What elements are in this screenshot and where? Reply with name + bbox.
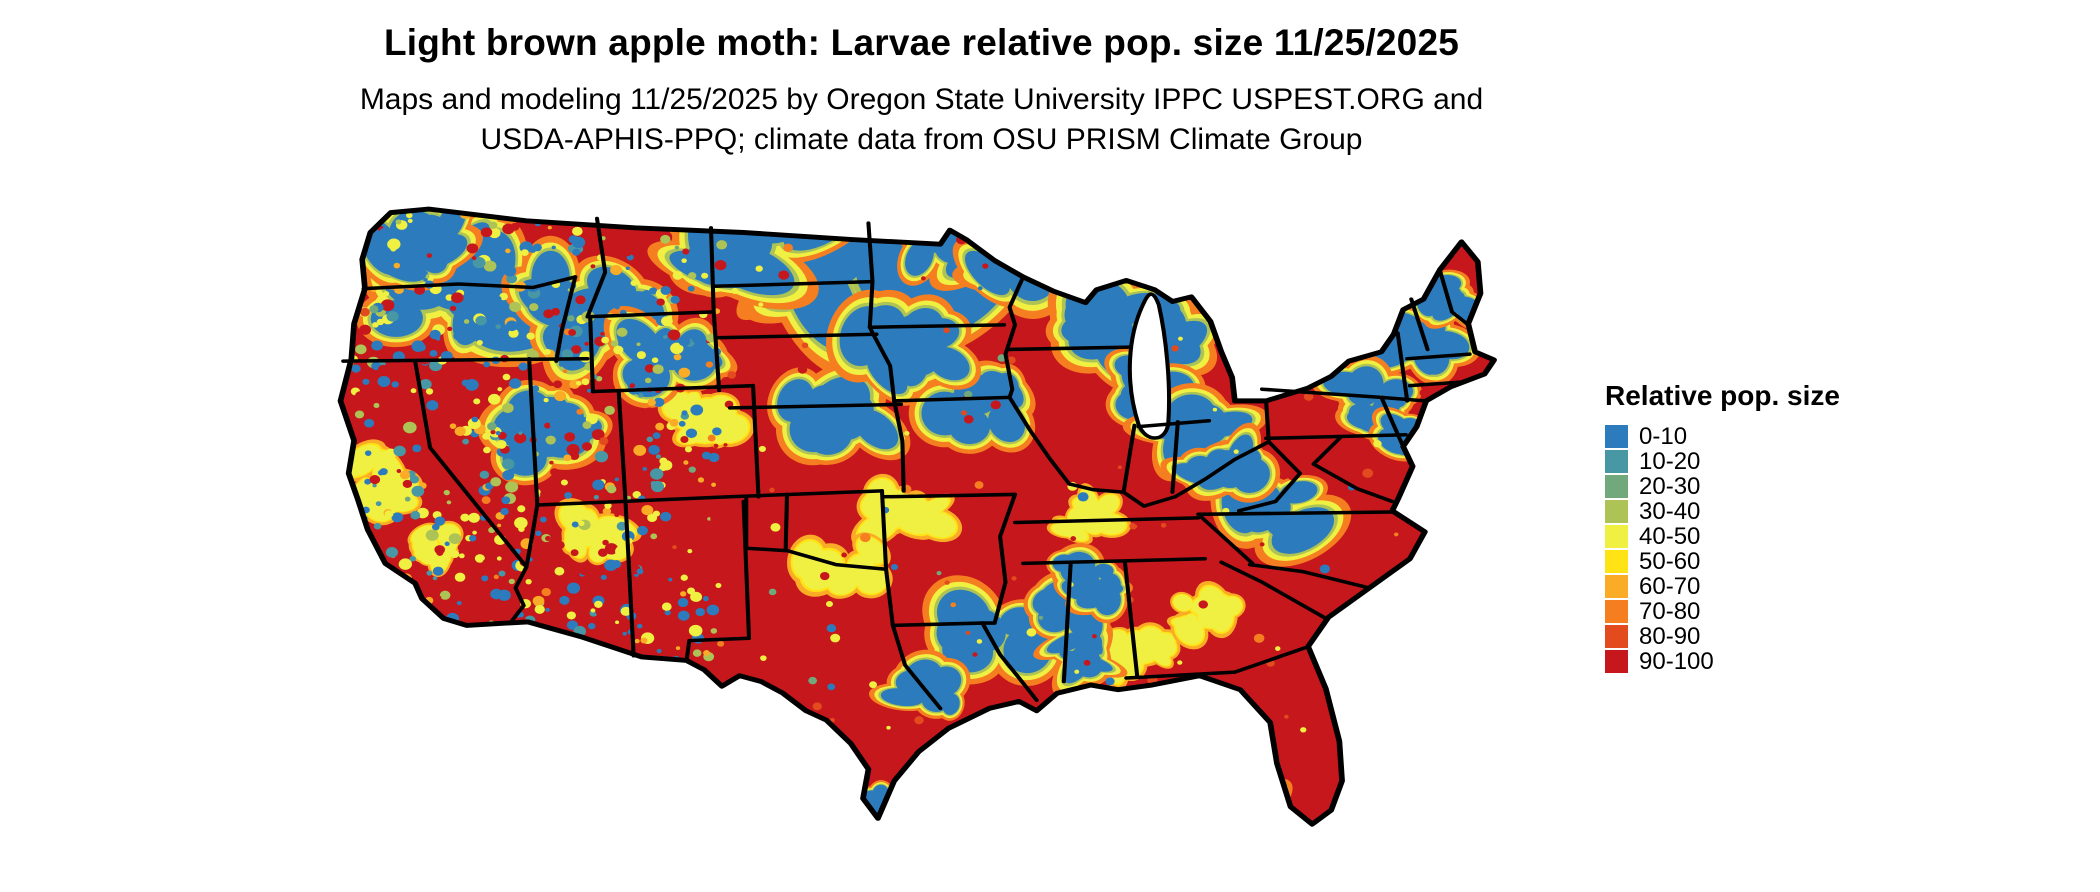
legend-color-swatch [1605, 475, 1628, 498]
legend-item-label: 60-70 [1639, 573, 1701, 600]
header: Light brown apple moth: Larvae relative … [0, 22, 1843, 160]
legend-color-swatch [1605, 525, 1628, 548]
legend-item-label: 10-20 [1639, 448, 1701, 475]
us-population-map [255, 160, 1585, 885]
map-subtitle-line2: USDA-APHIS-PPQ; climate data from OSU PR… [480, 123, 1363, 156]
legend: Relative pop. size 0-10 10-20 20-30 30-40 40… [1605, 380, 1840, 674]
legend-item-label: 90-100 [1639, 648, 1714, 675]
legend-item-label: 50-60 [1639, 548, 1701, 575]
map-subtitle-line1: Maps and modeling 11/25/2025 by Oregon S… [359, 83, 1484, 116]
legend-item-label: 30-40 [1639, 498, 1701, 525]
legend-color-swatch [1605, 575, 1628, 598]
legend-color-swatch [1605, 500, 1628, 523]
legend-item-0-10: 0-10 [1605, 424, 1840, 449]
map-subtitle: Maps and modeling 11/25/2025 by Oregon S… [0, 80, 1843, 160]
legend-item-label: 70-80 [1639, 598, 1701, 625]
legend-item-40-50: 40-50 [1605, 524, 1840, 549]
legend-item-60-70: 60-70 [1605, 574, 1840, 599]
legend-item-70-80: 70-80 [1605, 599, 1840, 624]
legend-color-swatch [1605, 650, 1628, 673]
legend-title: Relative pop. size [1605, 380, 1840, 411]
legend-color-swatch [1605, 550, 1628, 573]
legend-items: 0-10 10-20 20-30 30-40 40-50 50-60 60-70 70-80 8… [1605, 424, 1840, 674]
legend-color-swatch [1605, 450, 1628, 473]
legend-item-label: 80-90 [1639, 623, 1701, 650]
legend-color-swatch [1605, 600, 1628, 623]
us-map-svg [337, 206, 1497, 827]
legend-item-10-20: 10-20 [1605, 449, 1840, 474]
legend-color-swatch [1605, 625, 1628, 648]
page-title: Light brown apple moth: Larvae relative … [383, 22, 1460, 63]
legend-item-20-30: 20-30 [1605, 474, 1840, 499]
legend-item-label: 0-10 [1639, 423, 1688, 450]
legend-item-30-40: 30-40 [1605, 499, 1840, 524]
legend-item-90-100: 90-100 [1605, 649, 1840, 674]
legend-item-80-90: 80-90 [1605, 624, 1840, 649]
legend-color-swatch [1605, 425, 1628, 448]
legend-item-50-60: 50-60 [1605, 549, 1840, 574]
legend-item-label: 40-50 [1639, 523, 1701, 550]
legend-item-label: 20-30 [1639, 473, 1701, 500]
